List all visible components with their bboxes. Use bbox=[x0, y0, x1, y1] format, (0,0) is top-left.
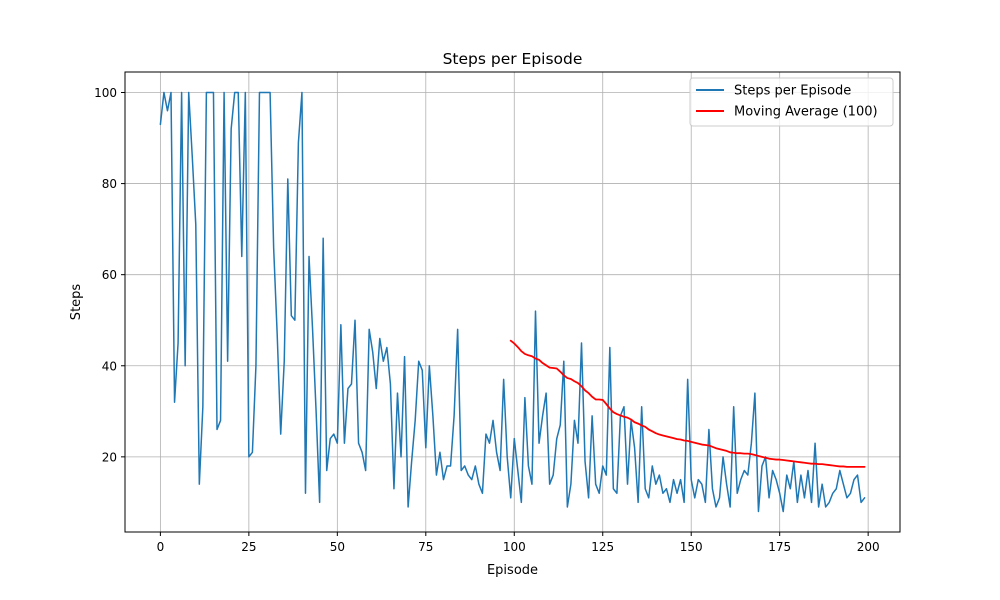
y-tick-label: 80 bbox=[102, 177, 117, 191]
chart-title: Steps per Episode bbox=[443, 50, 583, 68]
y-tick-label: 40 bbox=[102, 359, 117, 373]
y-tick-label: 100 bbox=[94, 86, 117, 100]
legend-label-steps: Steps per Episode bbox=[734, 84, 851, 99]
x-tick-label: 125 bbox=[591, 540, 614, 554]
legend: Steps per Episode Moving Average (100) bbox=[689, 77, 894, 127]
legend-label-moving-average: Moving Average (100) bbox=[734, 105, 878, 120]
x-tick-label: 200 bbox=[857, 540, 880, 554]
steps-per-episode-line bbox=[159, 91, 866, 513]
plot-frame bbox=[124, 71, 901, 533]
moving-average-line bbox=[509, 339, 866, 468]
x-axis: 0 25 50 75 100 125 150 175 200 bbox=[157, 532, 880, 554]
legend-box bbox=[689, 77, 894, 127]
series-layer bbox=[159, 91, 866, 513]
x-axis-label: Episode bbox=[487, 563, 538, 578]
y-tick-label: 20 bbox=[102, 450, 117, 464]
x-tick-label: 50 bbox=[330, 540, 345, 554]
x-tick-label: 100 bbox=[503, 540, 526, 554]
x-tick-label: 25 bbox=[241, 540, 256, 554]
x-tick-label: 150 bbox=[680, 540, 703, 554]
x-tick-label: 175 bbox=[768, 540, 791, 554]
y-axis-label: Steps bbox=[69, 284, 84, 321]
x-tick-label: 75 bbox=[418, 540, 433, 554]
x-tick-label: 0 bbox=[157, 540, 165, 554]
y-axis: 20 40 60 80 100 bbox=[94, 86, 125, 464]
y-tick-label: 60 bbox=[102, 268, 117, 282]
